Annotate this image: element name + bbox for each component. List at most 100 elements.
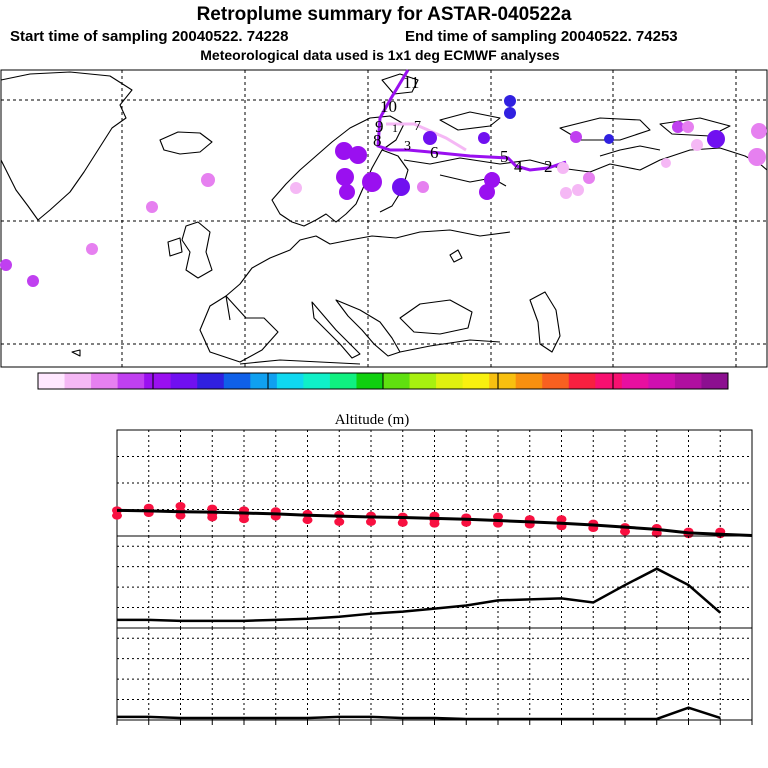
colorbar-segment <box>91 373 119 389</box>
colorbar-segment <box>383 373 411 389</box>
colorbar-segment <box>144 373 172 389</box>
plume-marker <box>339 184 355 200</box>
plume-marker <box>423 131 437 145</box>
abl-panel <box>116 535 753 629</box>
plume-marker <box>604 134 614 144</box>
plume-marker <box>479 184 495 200</box>
altitude-point <box>207 513 218 522</box>
marker-dot <box>583 172 595 184</box>
colorbar-segment <box>170 373 198 389</box>
path-label: 1 <box>392 121 398 135</box>
str-panel <box>116 627 753 721</box>
marker-dot <box>339 184 355 200</box>
meteorological-data-note: Meteorological data used is 1x1 deg ECMW… <box>200 47 560 63</box>
plume-marker <box>661 158 671 168</box>
marker-dot <box>560 187 572 199</box>
x-axis <box>116 720 753 725</box>
marker-dot <box>661 158 671 168</box>
colorbar-segment <box>436 373 464 389</box>
altitude-colorbar: Altitude (m) <box>37 372 729 428</box>
plume-marker <box>572 184 584 196</box>
colorbar-segment <box>595 373 623 389</box>
plume-marker <box>201 173 215 187</box>
marker-dot <box>417 181 429 193</box>
path-label: 8 <box>373 131 382 150</box>
path-label: 2 <box>544 157 553 176</box>
plume-marker <box>349 146 367 164</box>
colorbar-segment <box>542 373 570 389</box>
plume-marker <box>417 181 429 193</box>
colorbar-segment <box>276 373 304 389</box>
colorbar-segment <box>223 373 251 389</box>
colorbar-segment <box>409 373 437 389</box>
marker-dot <box>335 142 353 160</box>
colorbar-segment <box>303 373 331 389</box>
plume-marker <box>27 275 39 287</box>
colorbar-segment <box>117 373 145 389</box>
colorbar-segment <box>515 373 543 389</box>
path-label: 5 <box>500 147 509 166</box>
marker-dot <box>336 168 354 186</box>
altitude-point <box>239 515 249 524</box>
path-label: 6 <box>430 143 439 162</box>
altitude-point <box>651 529 662 538</box>
path-label: 7 <box>414 119 421 134</box>
plume-marker <box>682 121 694 133</box>
plume-marker <box>751 123 767 139</box>
abl-line <box>117 567 722 623</box>
plume-marker <box>707 130 725 148</box>
marker-dot <box>290 182 302 194</box>
marker-dot <box>201 173 215 187</box>
marker-dot <box>146 201 158 213</box>
plume-marker <box>478 132 490 144</box>
colorbar-segment <box>329 373 357 389</box>
plume-marker <box>146 201 158 213</box>
path-label: 11 <box>403 73 419 92</box>
colorbar-segment <box>621 373 649 389</box>
altitude-point <box>397 518 408 527</box>
colorbar-segment <box>489 373 517 389</box>
marker-dot <box>570 131 582 143</box>
sampling-end-time: End time of sampling 20040522. 74253 <box>405 28 678 45</box>
altitude-point <box>334 517 345 526</box>
plume-marker <box>748 148 766 166</box>
altitude-point <box>620 527 630 536</box>
marker-dot <box>484 172 500 188</box>
marker-dot <box>392 178 410 196</box>
altitude-point <box>366 517 376 526</box>
colorbar-segment <box>356 373 384 389</box>
plume-marker <box>362 172 382 192</box>
altitude-point <box>112 511 122 520</box>
altitude-point <box>429 519 440 528</box>
marker-dot <box>0 259 12 271</box>
marker-dot <box>672 121 684 133</box>
map-grid <box>1 70 767 367</box>
plume-marker <box>86 243 98 255</box>
marker-dot <box>707 130 725 148</box>
colorbar-segment <box>701 373 729 389</box>
colorbar-segment <box>250 373 278 389</box>
plume-marker <box>504 107 516 119</box>
altitude-point <box>493 512 503 521</box>
plume-marker <box>392 178 410 196</box>
marker-dot <box>682 121 694 133</box>
plume-marker <box>0 259 12 271</box>
plume-marker <box>557 162 569 174</box>
plume-marker <box>335 142 353 160</box>
plume-marker <box>504 95 516 107</box>
plume-marker <box>336 168 354 186</box>
str-line <box>117 706 721 721</box>
colorbar-tick-labels <box>37 373 729 389</box>
marker-dot <box>27 275 39 287</box>
marker-dot <box>691 139 703 151</box>
marker-dot <box>751 123 767 139</box>
plume-marker <box>583 172 595 184</box>
plume-marker <box>570 131 582 143</box>
path-label: 3 <box>404 139 411 154</box>
marker-dot <box>572 184 584 196</box>
marker-dot <box>748 148 766 166</box>
path-label: 9 <box>375 117 384 136</box>
colorbar-segment <box>462 373 490 389</box>
mean-altitude-line <box>116 508 753 538</box>
